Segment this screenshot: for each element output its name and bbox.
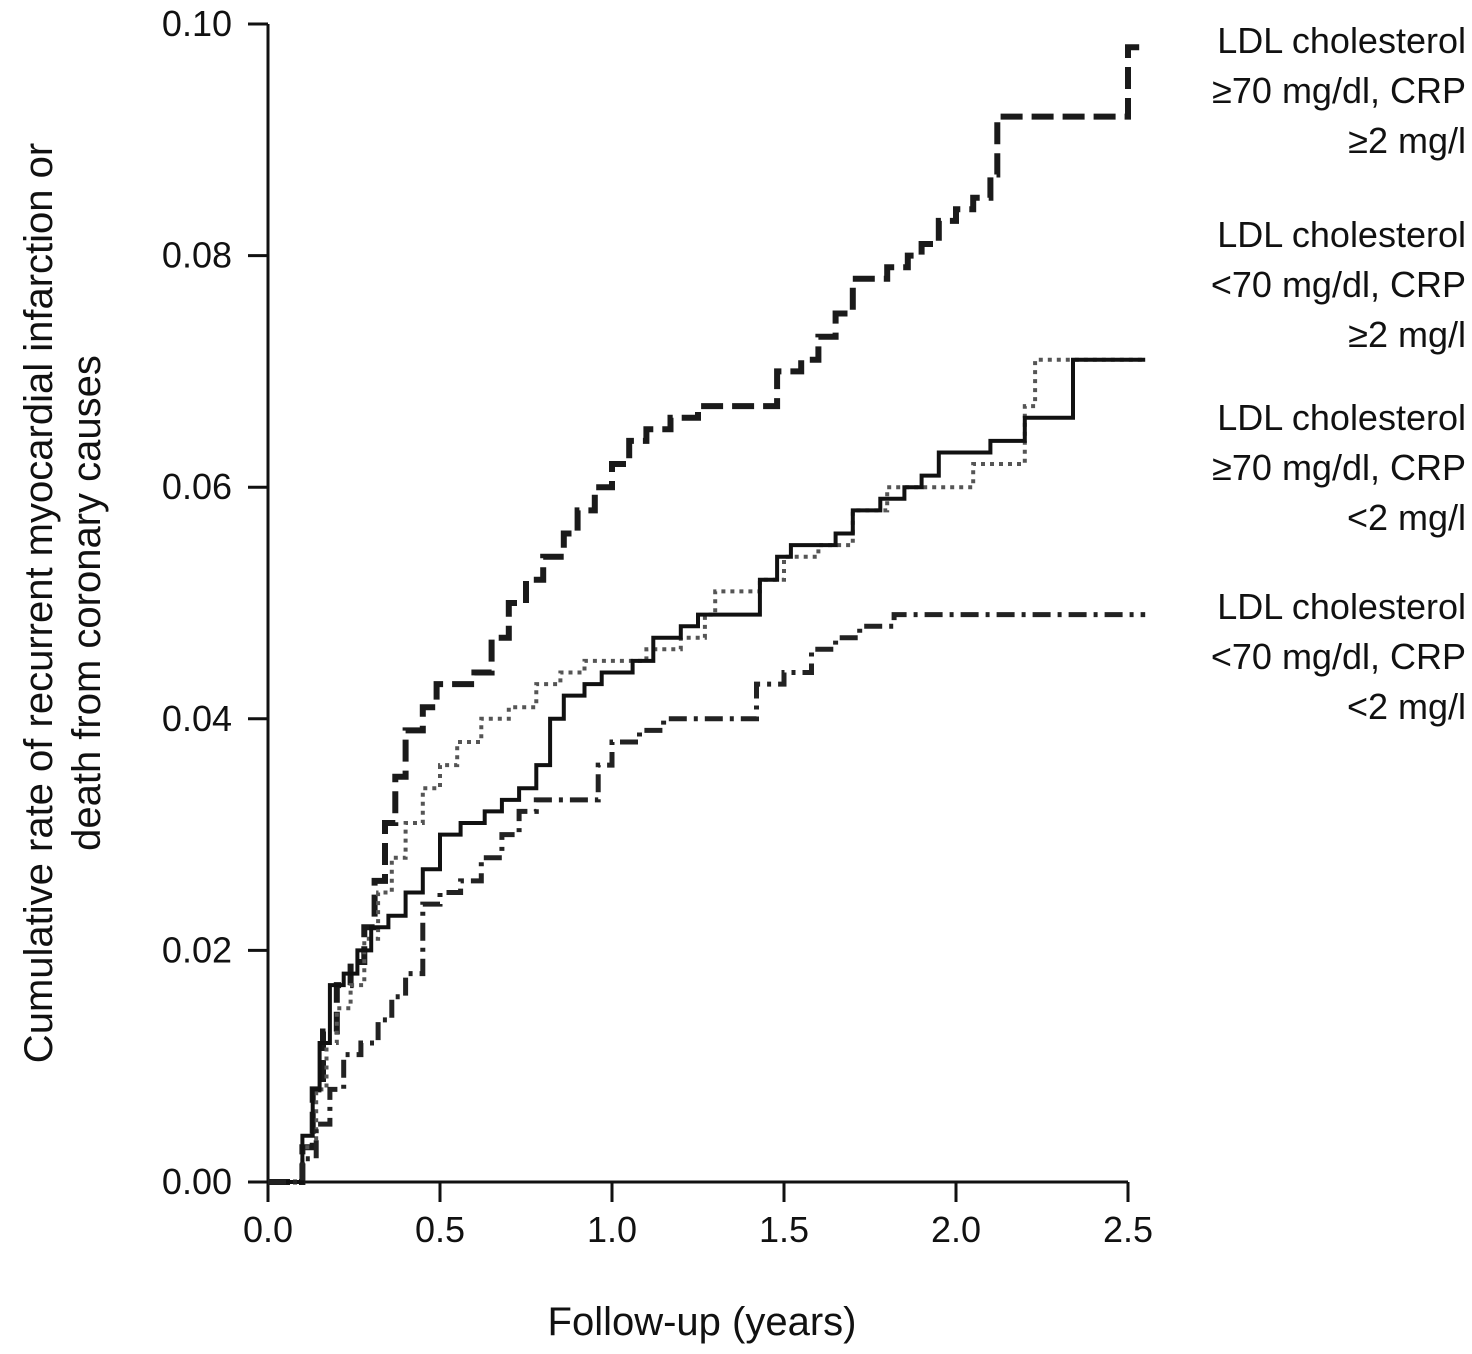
- legend-label-line: LDL cholesterol: [1217, 397, 1466, 438]
- legend-label-line: <70 mg/dl, CRP: [1210, 636, 1466, 677]
- legend-label-line: ≥2 mg/l: [1348, 314, 1466, 355]
- legend-label-line: LDL cholesterol: [1217, 214, 1466, 255]
- series-line-ldl-high-crp-low: [268, 357, 1146, 1184]
- legend-label-line: ≥2 mg/l: [1348, 120, 1466, 161]
- x-tick-label: 0.0: [243, 1209, 293, 1250]
- series-line-ldl-low-crp-high: [268, 357, 1146, 1184]
- legend-entry-ldl-high-crp-high: LDL cholesterol ≥70 mg/dl, CRP ≥2 mg/l: [1136, 16, 1466, 166]
- x-tick-label: 0.5: [415, 1209, 465, 1250]
- x-tick-label: 1.0: [587, 1209, 637, 1250]
- y-tick-label: 0.08: [162, 235, 232, 276]
- y-axis-title: Cumulative rate of recurrent myocardial …: [17, 143, 109, 1063]
- legend-entry-ldl-low-crp-low: LDL cholesterol <70 mg/dl, CRP <2 mg/l: [1136, 582, 1466, 732]
- x-tick-label: 1.5: [759, 1209, 809, 1250]
- series-lines: [268, 44, 1146, 1185]
- y-tick-label: 0.04: [162, 698, 232, 739]
- x-tick-label: 2.0: [931, 1209, 981, 1250]
- y-tick-label: 0.02: [162, 929, 232, 970]
- x-tick-label: 2.5: [1103, 1209, 1153, 1250]
- legend-label-line: <70 mg/dl, CRP: [1210, 264, 1466, 305]
- series-line-ldl-high-crp-high: [268, 44, 1146, 1185]
- legend-label-line: ≥70 mg/dl, CRP: [1212, 70, 1466, 111]
- y-tick-label: 0.06: [162, 466, 232, 507]
- legend-label-line: ≥70 mg/dl, CRP: [1212, 447, 1466, 488]
- y-tick-label: 0.10: [162, 3, 232, 44]
- series-line-ldl-low-crp-low: [268, 612, 1146, 1185]
- y-tick-label: 0.00: [162, 1161, 232, 1202]
- y-axis-title-line-2: death from coronary causes: [65, 355, 109, 851]
- legend-label-line: <2 mg/l: [1346, 686, 1466, 727]
- y-axis-title-line-1: Cumulative rate of recurrent myocardial …: [17, 143, 61, 1063]
- legend-label-line: LDL cholesterol: [1217, 586, 1466, 627]
- x-axis-title: Follow-up (years): [548, 1300, 857, 1344]
- legend-label-line: <2 mg/l: [1346, 497, 1466, 538]
- legend-entry-ldl-high-crp-low: LDL cholesterol ≥70 mg/dl, CRP <2 mg/l: [1136, 393, 1466, 543]
- legend-entry-ldl-low-crp-high: LDL cholesterol <70 mg/dl, CRP ≥2 mg/l: [1136, 210, 1466, 360]
- legend-label-line: LDL cholesterol: [1217, 20, 1466, 61]
